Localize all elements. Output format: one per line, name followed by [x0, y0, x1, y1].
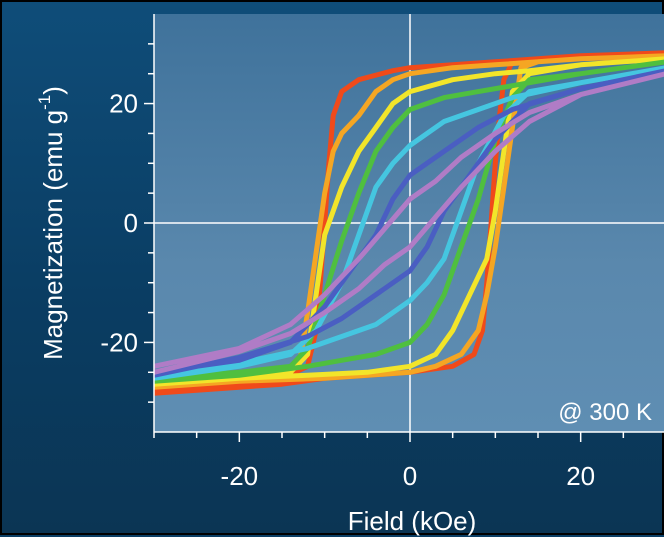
axis-ticks: -20 0 20 -20 0 20	[100, 14, 664, 491]
y-axis-title-superscript: -1	[35, 95, 54, 110]
y-axis-title: Magnetization (emu g-1)	[35, 86, 68, 360]
y-tick-label: 0	[124, 208, 138, 238]
series-loop-3	[154, 56, 664, 387]
y-tick-label: 20	[109, 89, 138, 119]
y-axis-title-main: Magnetization (emu g	[38, 110, 68, 360]
y-tick-label: -20	[100, 327, 138, 357]
y-axis-title-close: )	[38, 86, 68, 95]
x-tick-label: -20	[221, 461, 259, 491]
annotation-temperature: @ 300 K	[558, 399, 652, 426]
svg-text:Magnetization (emu g-1): Magnetization (emu g-1)	[35, 86, 68, 360]
x-tick-label: 20	[566, 461, 595, 491]
series-layer	[154, 50, 664, 396]
series-loop-2	[154, 53, 664, 390]
zero-gridlines	[154, 14, 664, 432]
x-tick-label: 0	[403, 461, 417, 491]
x-axis-title: Field (kOe)	[348, 506, 477, 536]
series-loop-5	[154, 65, 664, 381]
series-loop-4	[154, 59, 664, 384]
series-loop-7	[154, 71, 664, 375]
